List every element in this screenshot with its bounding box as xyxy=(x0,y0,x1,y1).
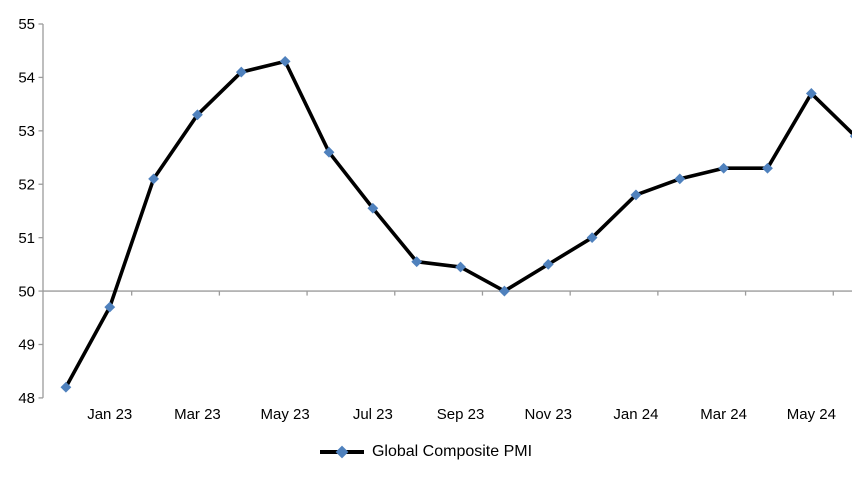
data-point-marker xyxy=(542,258,554,270)
x-tick-label: May 24 xyxy=(787,406,836,423)
x-tick-label: Mar 24 xyxy=(700,406,747,423)
x-tick-label: Jan 23 xyxy=(87,406,132,423)
y-tick-label: 48 xyxy=(18,390,35,407)
legend: Global Composite PMI xyxy=(0,433,852,481)
series-group xyxy=(60,55,852,393)
legend-entry: Global Composite PMI xyxy=(319,442,533,462)
data-point-marker xyxy=(674,173,686,185)
data-point-marker xyxy=(499,285,510,297)
data-point-marker xyxy=(367,202,379,214)
y-tick-label: 49 xyxy=(18,337,35,354)
data-point-marker xyxy=(718,162,730,174)
data-point-marker xyxy=(192,109,203,121)
y-tick-label: 50 xyxy=(18,283,35,300)
data-point-marker xyxy=(455,261,466,273)
data-point-marker xyxy=(104,301,116,313)
legend-label: Global Composite PMI xyxy=(371,443,533,460)
x-tick-label: May 23 xyxy=(261,406,310,423)
y-tick-label: 52 xyxy=(18,176,35,193)
y-tick-label: 53 xyxy=(18,123,35,140)
x-tick-label: Sep 23 xyxy=(437,406,485,423)
data-point-marker xyxy=(762,162,773,174)
y-tick-label: 54 xyxy=(18,70,35,87)
x-tick-label: Jul 23 xyxy=(353,406,393,423)
x-tick-label: Nov 23 xyxy=(524,406,572,423)
data-point-marker xyxy=(586,232,598,244)
y-tick-label: 51 xyxy=(18,230,35,247)
series-line xyxy=(64,59,852,390)
x-tick-label: Jan 24 xyxy=(613,406,658,423)
y-tick-label: 55 xyxy=(18,16,35,33)
data-point-marker xyxy=(411,256,423,268)
data-point-marker xyxy=(323,146,335,158)
legend-marker-icon xyxy=(335,445,349,459)
chart-canvas: 48 49 50 51 52 53 54 55 Jan 23 Mar 23 May 23 Jul 23… xyxy=(18,16,852,423)
data-point-marker xyxy=(630,189,642,201)
data-point-marker xyxy=(805,88,817,99)
data-point-marker xyxy=(279,55,291,67)
data-point-marker xyxy=(60,381,72,393)
data-point-marker xyxy=(235,66,247,78)
x-tick-label: Mar 23 xyxy=(174,406,221,423)
legend-line-sample xyxy=(319,445,364,459)
data-point-marker xyxy=(148,173,159,185)
data-point-marker xyxy=(849,133,852,139)
